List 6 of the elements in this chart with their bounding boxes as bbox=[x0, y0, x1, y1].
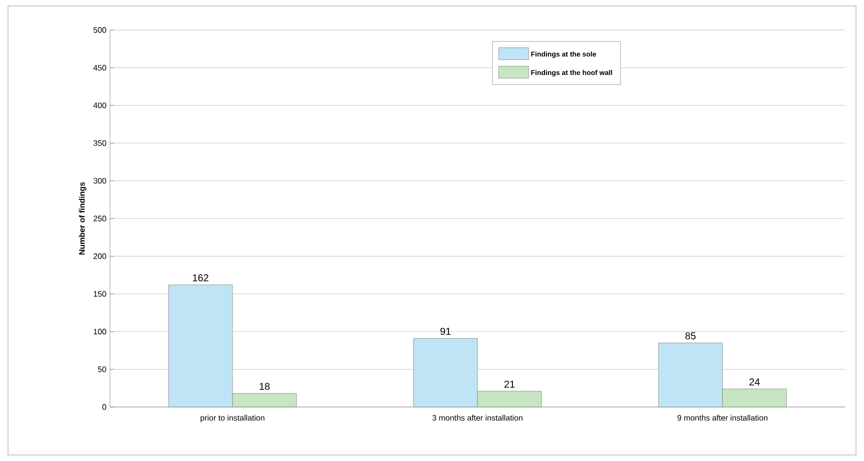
data-label: 162 bbox=[192, 274, 208, 282]
data-label: 85 bbox=[685, 332, 696, 340]
data-label: 91 bbox=[440, 328, 451, 335]
data-label: 18 bbox=[260, 382, 270, 390]
data-label: 24 bbox=[749, 378, 760, 386]
data-label: 21 bbox=[504, 380, 515, 388]
